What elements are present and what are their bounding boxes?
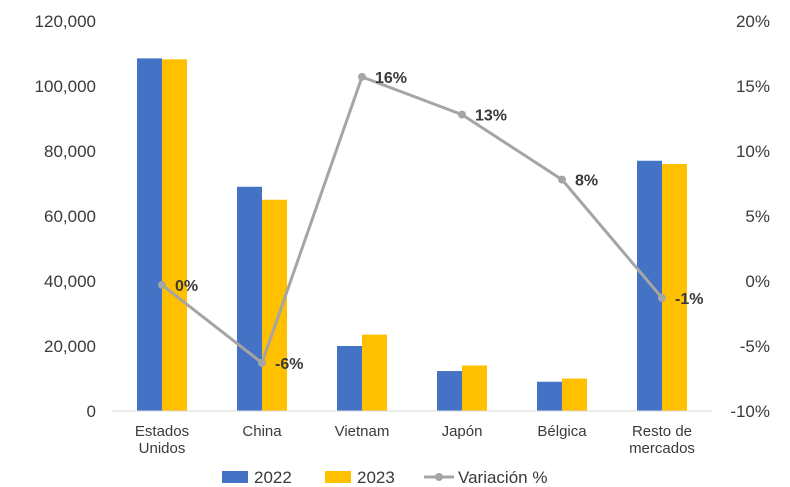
left-axis: 0 20,000 40,000 60,000 80,000 100,000 120,000	[35, 12, 96, 421]
bar-2023	[362, 334, 387, 411]
left-tick-label: 120,000	[35, 12, 96, 31]
right-tick-label: -5%	[740, 337, 770, 356]
category-label: Vietnam	[335, 423, 390, 440]
bar-series	[137, 58, 687, 411]
variation-line	[161, 75, 664, 365]
variation-data-label: -1%	[675, 291, 703, 308]
legend: 2022 2023 Variación %	[222, 468, 547, 487]
line-series: 0% -6% 16% 13% 8% -1%	[158, 70, 703, 373]
legend-marker	[435, 473, 443, 481]
bar-2022	[137, 58, 162, 411]
bar-2023	[662, 164, 687, 411]
right-tick-label: 5%	[745, 207, 770, 226]
variation-point	[458, 110, 466, 119]
bar-2022	[337, 346, 362, 411]
category-label: Japón	[442, 423, 483, 440]
category-labels: Estados Unidos China Vietnam Japón Bélgica Res…	[135, 423, 695, 457]
variation-point	[158, 280, 166, 289]
legend-label: 2022	[254, 468, 292, 487]
left-tick-label: 100,000	[35, 77, 96, 96]
variation-data-label: 8%	[575, 173, 598, 190]
left-tick-label: 0	[87, 402, 96, 421]
category-label: Resto de mercados	[629, 423, 695, 457]
left-tick-label: 80,000	[44, 142, 96, 161]
variation-data-label: 0%	[175, 278, 198, 295]
variation-data-label: -6%	[275, 356, 303, 373]
category-label: China	[242, 423, 282, 440]
right-tick-label: 20%	[736, 12, 770, 31]
legend-label: 2023	[357, 468, 395, 487]
variation-point	[658, 293, 666, 302]
left-tick-label: 20,000	[44, 337, 96, 356]
bar-2023	[562, 378, 587, 411]
variation-point	[258, 358, 266, 367]
bar-2023	[462, 365, 487, 411]
bar-2023	[162, 59, 187, 411]
bar-2022	[237, 186, 262, 411]
left-tick-label: 40,000	[44, 272, 96, 291]
right-tick-label: 15%	[736, 77, 770, 96]
category-label: Estados Unidos	[135, 423, 189, 457]
right-axis: -10% -5% 0% 5% 10% 15% 20%	[730, 12, 770, 421]
variation-data-label: 13%	[475, 108, 507, 125]
legend-label: Variación %	[458, 468, 547, 487]
left-tick-label: 60,000	[44, 207, 96, 226]
right-tick-label: 0%	[745, 272, 770, 291]
category-label: Bélgica	[537, 423, 587, 440]
bar-2022	[637, 160, 662, 411]
variation-point	[558, 175, 566, 184]
variation-point	[358, 72, 366, 81]
legend-swatch	[222, 471, 248, 483]
variation-data-label: 16%	[375, 70, 407, 87]
right-tick-label: -10%	[730, 402, 770, 421]
right-tick-label: 10%	[736, 142, 770, 161]
legend-swatch	[325, 471, 351, 483]
bar-2022	[437, 371, 462, 411]
bar-2022	[537, 381, 562, 411]
